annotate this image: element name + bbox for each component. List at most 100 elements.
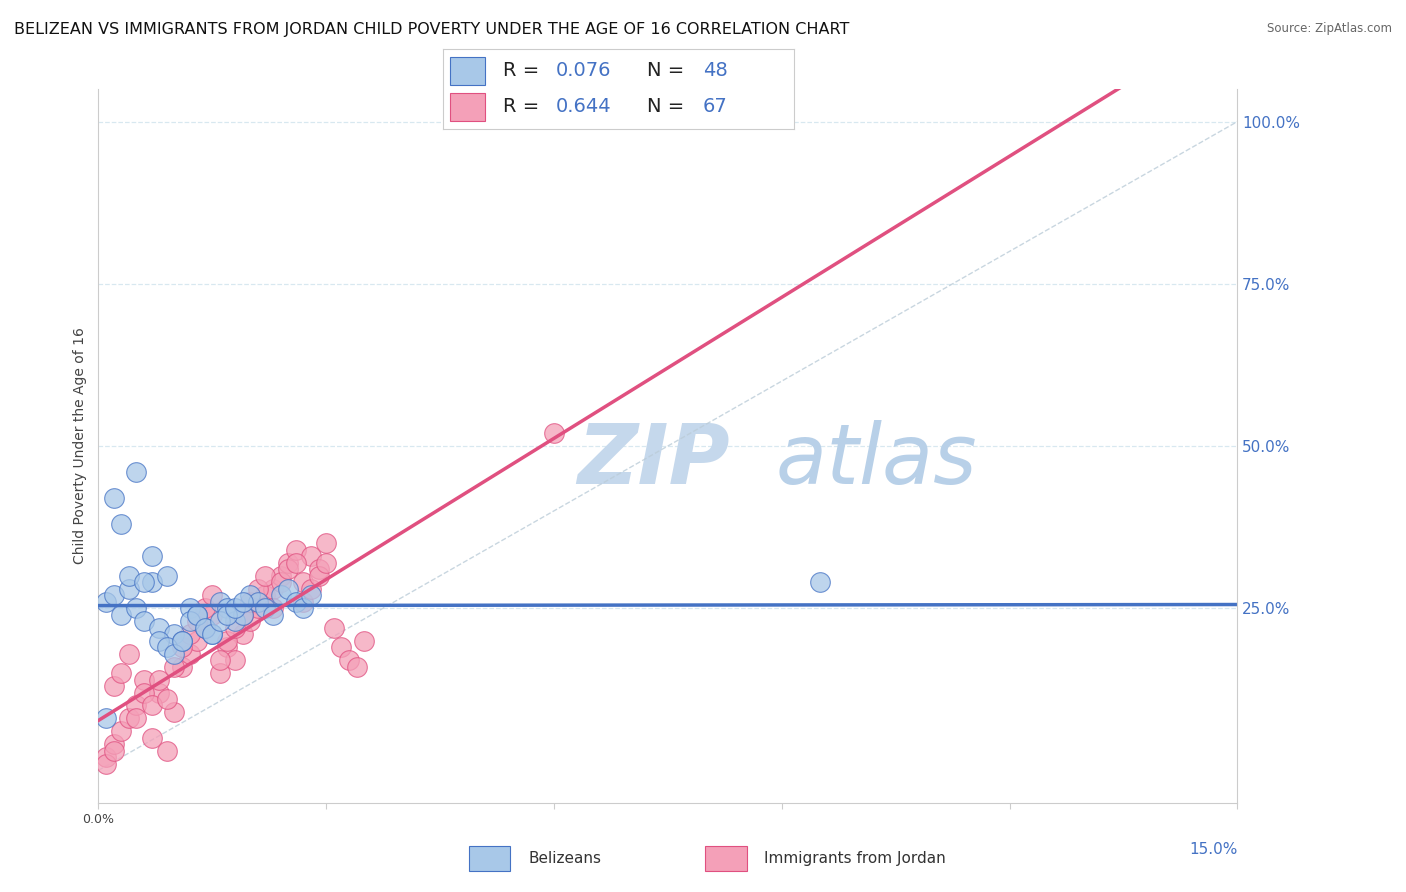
Point [103, 588, 125, 602]
Point [284, 556, 307, 570]
Point [254, 601, 277, 615]
Point [125, 711, 148, 725]
Point [163, 647, 186, 661]
Point [148, 685, 170, 699]
Point [110, 666, 132, 681]
Point [543, 425, 565, 440]
Point [232, 607, 254, 622]
Point [132, 685, 155, 699]
Text: N =: N = [647, 62, 690, 80]
Point [284, 595, 307, 609]
Point [232, 627, 254, 641]
Point [217, 601, 239, 615]
Text: Immigrants from Jordan: Immigrants from Jordan [765, 851, 946, 866]
Point [179, 647, 201, 661]
Point [246, 582, 269, 596]
Point [179, 614, 201, 628]
Bar [450, 57, 485, 86]
Point [299, 582, 322, 596]
Point [270, 568, 292, 582]
Point [141, 575, 163, 590]
Point [103, 491, 125, 505]
Point [132, 673, 155, 687]
Point [292, 575, 315, 590]
Point [201, 627, 224, 641]
Point [170, 640, 193, 654]
Point [194, 621, 217, 635]
Point [141, 549, 163, 564]
Point [125, 601, 148, 615]
Point [337, 653, 360, 667]
Point [224, 601, 246, 615]
Point [299, 549, 322, 564]
Point [148, 633, 170, 648]
Point [224, 614, 246, 628]
Point [254, 588, 277, 602]
Point [217, 607, 239, 622]
Text: 67: 67 [703, 97, 728, 116]
Point [232, 607, 254, 622]
Point [270, 588, 292, 602]
Bar [706, 847, 747, 871]
Point [94, 756, 117, 771]
Point [132, 614, 155, 628]
Text: R =: R = [503, 62, 546, 80]
Point [186, 633, 208, 648]
Point [353, 633, 375, 648]
Point [299, 588, 322, 602]
Point [110, 516, 132, 531]
Point [94, 595, 117, 609]
Point [179, 627, 201, 641]
Point [94, 750, 117, 764]
Point [217, 633, 239, 648]
Bar [450, 94, 485, 121]
Text: 0.644: 0.644 [555, 97, 612, 116]
Point [148, 673, 170, 687]
Point [292, 601, 315, 615]
Point [186, 607, 208, 622]
Point [141, 731, 163, 745]
Point [208, 653, 231, 667]
Point [170, 633, 193, 648]
Point [277, 582, 299, 596]
Point [315, 556, 337, 570]
Point [330, 640, 353, 654]
Point [103, 738, 125, 752]
Point [262, 582, 284, 596]
Point [262, 601, 284, 615]
Point [808, 575, 831, 590]
Point [208, 666, 231, 681]
Point [246, 601, 269, 615]
Point [156, 568, 179, 582]
Point [239, 595, 262, 609]
Point [186, 607, 208, 622]
Point [201, 627, 224, 641]
Point [163, 659, 186, 673]
Text: Belizeans: Belizeans [529, 851, 602, 866]
Point [322, 621, 344, 635]
Point [186, 614, 208, 628]
Point [262, 607, 284, 622]
Point [156, 692, 179, 706]
Point [284, 542, 307, 557]
Point [156, 744, 179, 758]
Point [110, 607, 132, 622]
Text: N =: N = [647, 97, 690, 116]
Point [315, 536, 337, 550]
Point [239, 614, 262, 628]
Text: Source: ZipAtlas.com: Source: ZipAtlas.com [1267, 22, 1392, 36]
Point [277, 562, 299, 576]
Point [118, 568, 141, 582]
Point [179, 601, 201, 615]
Text: 0.076: 0.076 [555, 62, 610, 80]
Point [103, 679, 125, 693]
Point [194, 621, 217, 635]
Point [208, 595, 231, 609]
Text: R =: R = [503, 97, 546, 116]
Point [94, 711, 117, 725]
Point [277, 556, 299, 570]
Point [125, 465, 148, 479]
Point [201, 588, 224, 602]
Point [194, 601, 217, 615]
Point [163, 627, 186, 641]
